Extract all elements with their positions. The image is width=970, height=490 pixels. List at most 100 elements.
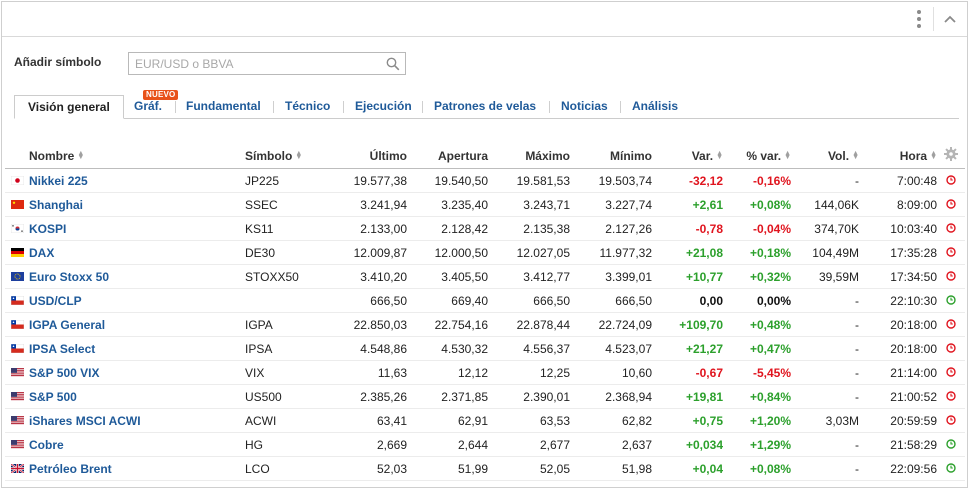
table-row[interactable]: S&P 500 VIX VIX 11,63 12,12 12,25 10,60 -0,67-… (5, 360, 965, 385)
time-cell: 21:00:52 (859, 384, 937, 409)
high-price-cell: 666,50 (488, 288, 570, 313)
table-row[interactable]: IPSA Select IPSA 4.548,86 4.530,32 4.556,37 4… (5, 336, 965, 361)
time-cell: 17:34:50 (859, 264, 937, 289)
column-header-pct-var[interactable]: % var. ▲ ▼ (723, 143, 791, 169)
tab-graficos[interactable]: Gráf. (134, 99, 163, 113)
market-closed-clock-icon (946, 223, 956, 234)
chile-flag (10, 343, 24, 353)
time-cell: 21:58:29 (859, 432, 937, 457)
volume-cell: - (791, 312, 859, 337)
germany-flag (10, 247, 24, 257)
tab-vision-general[interactable]: Visión general (14, 95, 124, 119)
instrument-name-link[interactable]: iShares MSCI ACWI (29, 408, 245, 433)
instrument-name-link[interactable]: USD/CLP (29, 288, 245, 313)
change-cell: +0,034 (652, 432, 723, 457)
open-price-cell: 669,40 (407, 288, 488, 313)
table-row[interactable]: Petróleo Brent LCO 52,03 51,99 52,05 51,98 +0,… (5, 456, 965, 481)
low-price-cell: 2.368,94 (570, 384, 652, 409)
volume-cell: - (791, 456, 859, 481)
tab-bar-baseline (14, 118, 959, 119)
column-header-simbolo[interactable]: Símbolo ▲ ▼ (245, 143, 337, 169)
table-row[interactable]: KOSPI KS11 2.133,00 2.128,42 2.135,38 2.127,2… (5, 216, 965, 241)
tab-patrones-de-velas[interactable]: Patrones de velas (434, 99, 537, 113)
column-header-label: % var. (746, 148, 782, 163)
gear-icon[interactable] (943, 146, 959, 162)
high-price-cell: 22.878,44 (488, 312, 570, 337)
tab-tecnico[interactable]: Técnico (285, 99, 331, 113)
table-row[interactable]: iShares MSCI ACWI ACWI 63,41 62,91 63,53 62,8… (5, 408, 965, 433)
table-row[interactable]: USD/CLP 666,50 669,40 666,50 666,50 0,00 0,00%… (5, 288, 965, 313)
percent-change-cell: +0,32% (723, 264, 791, 289)
last-price-cell: 666,50 (337, 288, 407, 313)
high-price-cell: 12,25 (488, 360, 570, 385)
column-header-var[interactable]: Var. ▲ ▼ (652, 143, 723, 169)
volume-cell: 374,70K (791, 216, 859, 241)
new-badge: NUEVO (143, 90, 179, 100)
symbol-search-input[interactable] (129, 53, 391, 74)
open-price-cell: 12.000,50 (407, 240, 488, 265)
flag-cell (5, 288, 29, 313)
symbol-cell: IPSA (245, 336, 337, 361)
column-header-label: Hora (899, 148, 928, 163)
percent-change-cell: +0,08% (723, 456, 791, 481)
high-price-cell: 52,05 (488, 456, 570, 481)
instrument-name-link[interactable]: IGPA General (29, 312, 245, 337)
tab-noticias[interactable]: Noticias (561, 99, 608, 113)
flag-cell (5, 312, 29, 337)
instrument-name-link[interactable]: IPSA Select (29, 336, 245, 361)
tab-bar: Visión general Gráf. NUEVO Fundamental T… (14, 90, 959, 119)
column-header-minimo[interactable]: Mínimo (570, 143, 652, 169)
instrument-name-link[interactable]: Cobre (29, 432, 245, 457)
percent-change-cell: +0,08% (723, 192, 791, 217)
time-cell: 17:35:28 (859, 240, 937, 265)
low-price-cell: 4.523,07 (570, 336, 652, 361)
change-cell: +21,27 (652, 336, 723, 361)
percent-change-cell: +0,48% (723, 312, 791, 337)
tab-fundamental[interactable]: Fundamental (186, 99, 261, 113)
chevron-up-icon[interactable] (941, 10, 959, 28)
instrument-name-link[interactable]: Euro Stoxx 50 (29, 264, 245, 289)
column-header-maximo[interactable]: Máximo (488, 143, 570, 169)
percent-change-cell: -0,04% (723, 216, 791, 241)
flag-cell (5, 360, 29, 385)
symbol-search-box[interactable] (128, 52, 406, 75)
market-closed-clock-icon (946, 367, 956, 378)
tab-ejecucion[interactable]: Ejecución (355, 99, 412, 113)
tab-divider (175, 101, 176, 113)
tab-analisis[interactable]: Análisis (632, 99, 679, 113)
instrument-name-link[interactable]: KOSPI (29, 216, 245, 241)
open-price-cell: 51,99 (407, 456, 488, 481)
instrument-name-link[interactable]: S&P 500 VIX (29, 360, 245, 385)
column-header-vol[interactable]: Vol. ▲ ▼ (791, 143, 859, 169)
table-row[interactable]: S&P 500 US500 2.385,26 2.371,85 2.390,01 2.36… (5, 384, 965, 409)
last-price-cell: 19.577,38 (337, 168, 407, 193)
volume-cell: - (791, 384, 859, 409)
table-row[interactable]: Cobre HG 2,669 2,644 2,677 2,637 +0,034 +1,29% -… (5, 432, 965, 457)
table-row[interactable]: IGPA General IGPA 22.850,03 22.754,16 22.878… (5, 312, 965, 337)
tab-divider (273, 101, 274, 113)
sort-icon: ▲ ▼ (77, 150, 85, 162)
table-row[interactable]: Shanghai SSEC 3.241,94 3.235,40 3.243,71 3.22… (5, 192, 965, 217)
table-row[interactable]: Nikkei 225 JP225 19.577,38 19.540,50 19.581,… (5, 168, 965, 193)
instrument-name-link[interactable]: DAX (29, 240, 245, 265)
widget-toolbar (2, 2, 967, 37)
column-header-hora[interactable]: Hora ▲ ▼ (859, 143, 937, 169)
more-options-icon[interactable] (911, 8, 927, 30)
instrument-name-link[interactable]: Nikkei 225 (29, 168, 245, 193)
search-icon[interactable] (386, 57, 400, 71)
instrument-name-link[interactable]: S&P 500 (29, 384, 245, 409)
table-row[interactable]: DAX DE30 12.009,87 12.000,50 12.027,05 11.977… (5, 240, 965, 265)
instrument-name-link[interactable]: Petróleo Brent (29, 456, 245, 481)
last-price-cell: 2.133,00 (337, 216, 407, 241)
change-cell: +10,77 (652, 264, 723, 289)
tab-divider (343, 101, 344, 113)
column-header-apertura[interactable]: Apertura (407, 143, 488, 169)
column-settings[interactable] (937, 143, 965, 169)
volume-cell: - (791, 336, 859, 361)
table-row[interactable]: Euro Stoxx 50 STOXX50 3.410,20 3.405,50 3.41… (5, 264, 965, 289)
column-header-nombre[interactable]: Nombre ▲ ▼ (29, 143, 245, 169)
market-closed-clock-icon (946, 319, 956, 330)
instrument-name-link[interactable]: Shanghai (29, 192, 245, 217)
column-header-ultimo[interactable]: Último (337, 143, 407, 169)
